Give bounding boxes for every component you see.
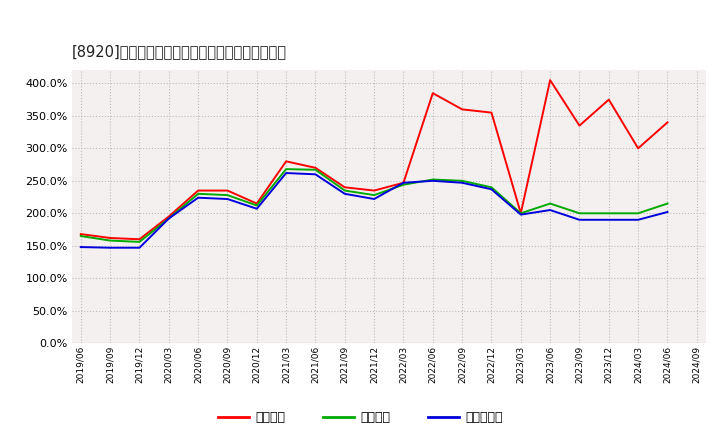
当座比率: [399, 182, 408, 187]
流動比率: [487, 110, 496, 115]
現預金比率: [370, 196, 379, 202]
流動比率: [135, 237, 144, 242]
流動比率: [634, 146, 642, 151]
現預金比率: [605, 217, 613, 223]
当座比率: [634, 211, 642, 216]
Text: [8920]　流動比率、当座比率、現預金比率の推移: [8920] 流動比率、当座比率、現預金比率の推移: [72, 44, 287, 59]
流動比率: [341, 185, 349, 190]
当座比率: [341, 188, 349, 193]
流動比率: [194, 188, 202, 193]
当座比率: [546, 201, 554, 206]
当座比率: [253, 203, 261, 208]
流動比率: [370, 188, 379, 193]
Legend: 流動比率, 当座比率, 現預金比率: 流動比率, 当座比率, 現預金比率: [212, 407, 508, 429]
現預金比率: [487, 187, 496, 192]
現預金比率: [135, 245, 144, 250]
流動比率: [311, 165, 320, 170]
当座比率: [194, 191, 202, 196]
当座比率: [282, 166, 290, 172]
当座比率: [428, 177, 437, 182]
流動比率: [516, 211, 525, 216]
現預金比率: [399, 180, 408, 185]
流動比率: [663, 120, 672, 125]
流動比率: [106, 235, 114, 241]
当座比率: [76, 233, 85, 238]
現預金比率: [663, 209, 672, 215]
当座比率: [370, 192, 379, 198]
現預金比率: [458, 180, 467, 185]
現預金比率: [634, 217, 642, 223]
現預金比率: [341, 191, 349, 196]
当座比率: [135, 239, 144, 245]
現預金比率: [428, 178, 437, 183]
現預金比率: [106, 245, 114, 250]
現預金比率: [282, 170, 290, 176]
流動比率: [575, 123, 584, 128]
当座比率: [605, 211, 613, 216]
当座比率: [575, 211, 584, 216]
Line: 流動比率: 流動比率: [81, 80, 667, 239]
当座比率: [223, 192, 232, 198]
流動比率: [164, 214, 173, 219]
現預金比率: [546, 207, 554, 213]
流動比率: [223, 188, 232, 193]
当座比率: [516, 211, 525, 216]
流動比率: [428, 91, 437, 96]
現預金比率: [223, 196, 232, 202]
当座比率: [487, 185, 496, 190]
現預金比率: [575, 217, 584, 223]
流動比率: [253, 201, 261, 206]
Line: 現預金比率: 現預金比率: [81, 173, 667, 248]
流動比率: [76, 231, 85, 237]
現預金比率: [164, 216, 173, 221]
流動比率: [458, 107, 467, 112]
当座比率: [663, 201, 672, 206]
現預金比率: [253, 206, 261, 211]
流動比率: [605, 97, 613, 102]
現預金比率: [311, 172, 320, 177]
現預金比率: [76, 245, 85, 250]
当座比率: [458, 178, 467, 183]
当座比率: [311, 167, 320, 172]
当座比率: [106, 238, 114, 243]
現預金比率: [516, 212, 525, 217]
流動比率: [546, 77, 554, 83]
現預金比率: [194, 195, 202, 200]
Line: 当座比率: 当座比率: [81, 169, 667, 242]
当座比率: [164, 216, 173, 221]
流動比率: [399, 180, 408, 185]
流動比率: [282, 159, 290, 164]
